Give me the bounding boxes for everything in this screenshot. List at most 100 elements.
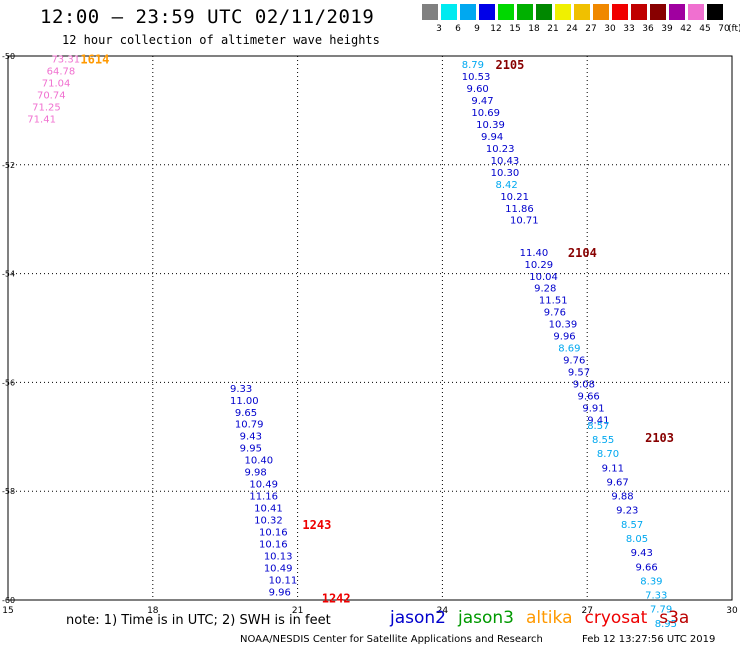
- data-point-label: 10.23: [486, 144, 515, 155]
- legend: jason2 jason3 altika cryosat s3a: [390, 608, 701, 628]
- color-swatch: [669, 4, 685, 20]
- color-swatch: [631, 4, 647, 20]
- data-point-label: 11.16: [249, 492, 278, 503]
- data-point-label: 8.95: [655, 619, 677, 630]
- color-swatch: [460, 4, 476, 20]
- data-point-label: 9.98: [245, 468, 267, 479]
- data-point-label: 10.43: [491, 156, 520, 167]
- pass-time-label: 2103: [645, 431, 674, 445]
- color-swatch: [479, 4, 495, 20]
- color-swatch: [707, 4, 723, 20]
- color-scale-label: 9: [474, 24, 480, 34]
- data-point-label: 7.33: [645, 591, 667, 602]
- data-point-label: 8.55: [592, 435, 614, 446]
- data-point-label: 10.69: [471, 108, 500, 119]
- data-point-label: 9.65: [235, 408, 257, 419]
- data-point-label: 9.33: [230, 384, 252, 395]
- data-point-label: 8.05: [626, 534, 648, 545]
- data-point-label: 10.41: [254, 504, 283, 515]
- pass-time-label: 1614: [80, 53, 109, 67]
- data-point-label: 10.49: [249, 480, 278, 491]
- pass-time-label: 2104: [568, 246, 597, 260]
- color-scale-label: 39: [661, 24, 673, 34]
- x-tick-label: 24: [437, 606, 449, 616]
- data-point-label: 9.43: [240, 432, 262, 443]
- y-tick-label: -56: [2, 378, 15, 387]
- color-swatch: [536, 4, 552, 20]
- color-swatch: [612, 4, 628, 20]
- data-point-label: 8.39: [640, 576, 662, 587]
- data-point-label: 9.60: [467, 84, 489, 95]
- pass-time-label: 2105: [495, 58, 524, 72]
- pass-time-label: 1242: [322, 591, 351, 605]
- data-point-label: 9.08: [573, 379, 595, 390]
- color-swatch: [574, 4, 590, 20]
- color-scale-label: 30: [604, 24, 616, 34]
- color-scale-label: 36: [642, 24, 654, 34]
- legend-altika: altika: [526, 608, 573, 628]
- color-scale-unit: (ft): [728, 24, 740, 34]
- color-scale-label: 70: [718, 24, 730, 34]
- data-point-label: 7.79: [650, 605, 672, 616]
- data-point-label: 9.67: [607, 477, 629, 488]
- data-point-label: 8.57: [621, 520, 643, 531]
- data-point-label: 10.04: [529, 272, 558, 283]
- data-point-label: 9.66: [635, 562, 657, 573]
- x-tick-label: 21: [292, 606, 303, 616]
- data-point-label: 9.66: [578, 391, 600, 402]
- plot-frame: [7, 55, 733, 601]
- data-point-label: 10.40: [245, 456, 274, 467]
- color-swatch: [422, 4, 438, 20]
- data-point-label: 10.79: [235, 420, 264, 431]
- color-scale-label: 45: [699, 24, 711, 34]
- data-point-label: 9.76: [544, 308, 566, 319]
- data-point-label: 9.43: [631, 548, 653, 559]
- data-point-label: 9.88: [611, 492, 633, 503]
- color-scale-label: 15: [509, 24, 521, 34]
- pass-time-label: 1243: [302, 518, 331, 532]
- legend-jason3: jason3: [458, 608, 514, 628]
- data-point-label: 70.74: [37, 91, 66, 102]
- color-scale-label: 24: [566, 24, 578, 34]
- y-tick-label: -50: [2, 52, 15, 61]
- color-swatch: [517, 4, 533, 20]
- x-tick-label: 27: [581, 606, 592, 616]
- data-point-label: 10.11: [269, 575, 298, 586]
- legend-cryosat: cryosat: [584, 608, 648, 628]
- data-point-label: 10.39: [549, 320, 578, 331]
- data-point-label: 9.47: [471, 96, 493, 107]
- data-point-label: 11.00: [230, 396, 259, 407]
- data-point-label: 8.70: [597, 449, 619, 460]
- data-point-label: 11.51: [539, 296, 568, 307]
- footer-note: note: 1) Time is in UTC; 2) SWH is in fe…: [66, 613, 331, 628]
- color-swatch: [593, 4, 609, 20]
- data-point-label: 10.71: [510, 216, 539, 227]
- data-point-label: 10.53: [462, 72, 491, 83]
- data-point-label: 8.69: [558, 344, 580, 355]
- legend-jason2: jason2: [390, 608, 446, 628]
- footer-timestamp: Feb 12 13:27:56 UTC 2019: [582, 634, 716, 645]
- data-point-label: 8.57: [587, 421, 609, 432]
- data-point-label: 73.31: [51, 55, 80, 66]
- color-scale-label: 12: [490, 24, 502, 34]
- data-point-label: 10.32: [254, 515, 283, 526]
- x-tick-label: 15: [2, 606, 13, 616]
- data-point-label: 9.28: [534, 284, 556, 295]
- data-point-label: 10.29: [524, 260, 553, 271]
- data-point-label: 10.30: [491, 168, 520, 179]
- color-swatch: [498, 4, 514, 20]
- data-point-label: 10.13: [264, 551, 293, 562]
- legend-s3a: s3a: [659, 608, 690, 628]
- color-swatch: [688, 4, 704, 20]
- color-scale-label: 33: [623, 24, 635, 34]
- color-scale-label: 3: [436, 24, 442, 34]
- data-point-label: 71.25: [32, 103, 61, 114]
- color-scale-label: 27: [585, 24, 597, 34]
- data-point-label: 10.16: [259, 527, 288, 538]
- data-point-label: 8.79: [462, 60, 484, 71]
- color-swatch: [650, 4, 666, 20]
- data-point-label: 8.42: [495, 180, 517, 191]
- y-tick-label: -52: [2, 161, 15, 170]
- x-tick-label: 18: [147, 606, 159, 616]
